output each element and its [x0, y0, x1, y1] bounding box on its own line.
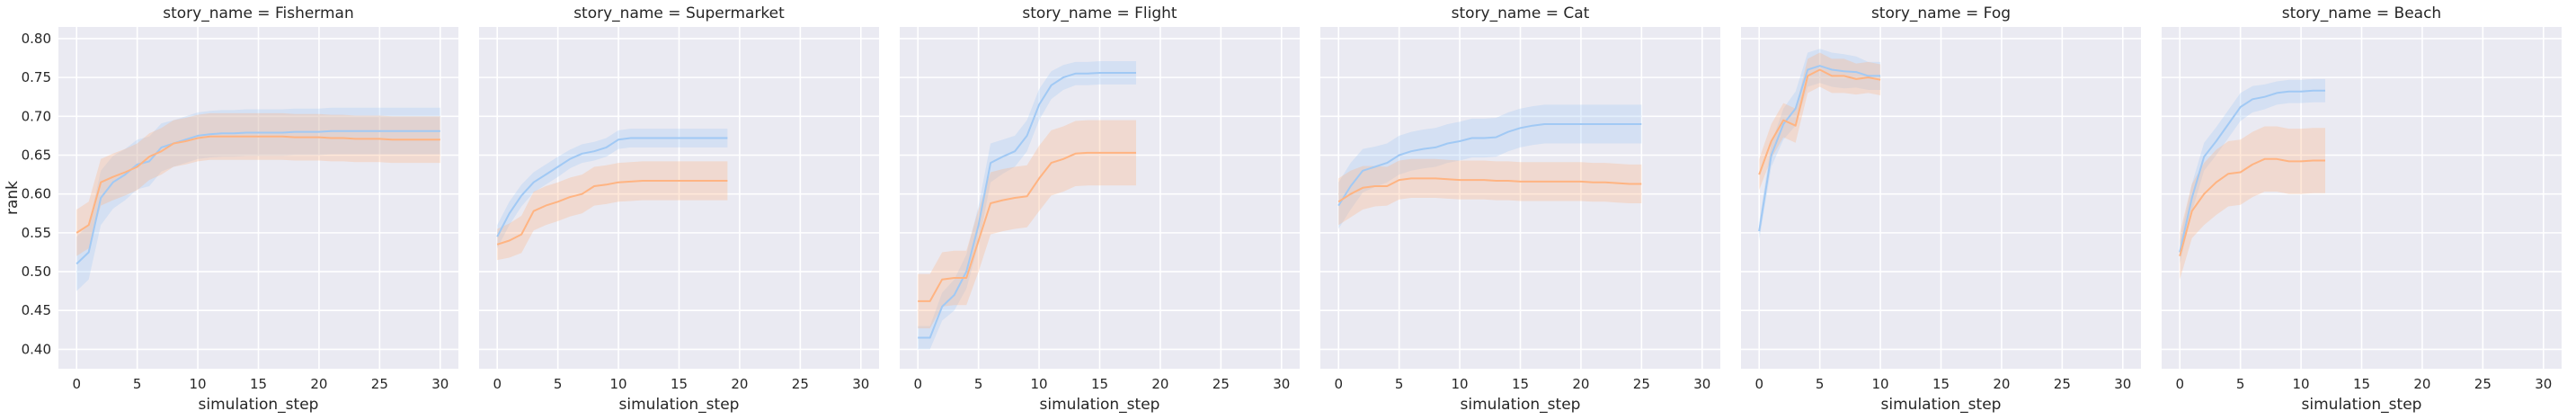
- x-tick-label: 10: [1031, 376, 1048, 392]
- x-tick-label: 15: [1932, 376, 1950, 392]
- x-tick-label: 10: [1452, 376, 1469, 392]
- facet-panel: 0 5 10 15 20 25 30 simulation_step story_name = …: [2162, 4, 2562, 414]
- confidence-band-series-1: [918, 61, 1136, 350]
- panel-title: story_name = Beach: [2282, 4, 2441, 22]
- x-tick-label: 25: [1212, 376, 1230, 392]
- series-line-1: [496, 137, 728, 237]
- confidence-band-series-2: [1759, 52, 1881, 191]
- confidence-band-series-2: [497, 161, 728, 261]
- series-line-1: [1758, 65, 1881, 232]
- x-tick-label: 15: [1512, 376, 1529, 392]
- series-line-2: [496, 180, 728, 246]
- panel-title: story_name = Flight: [1022, 4, 1177, 22]
- x-tick-label: 30: [1273, 376, 1290, 392]
- x-tick-label: 20: [310, 376, 327, 392]
- confidence-band-series-1: [1338, 104, 1642, 229]
- x-tick-label: 10: [610, 376, 627, 392]
- y-tick-label: 0.45: [22, 302, 51, 318]
- series-line-1: [918, 72, 1136, 339]
- y-tick-label: 0.65: [22, 147, 51, 164]
- series-line-2: [918, 151, 1136, 302]
- x-axis-label: simulation_step: [1881, 396, 2002, 414]
- confidence-band-series-2: [2180, 126, 2325, 280]
- x-axis-label: simulation_step: [1040, 396, 1160, 414]
- series-line-2: [2179, 157, 2325, 257]
- y-tick-label: 0.40: [22, 341, 51, 357]
- x-tick-label: 20: [731, 376, 748, 392]
- confidence-band-series-1: [1759, 49, 1881, 241]
- x-tick-label: 5: [2236, 376, 2245, 392]
- confidence-band-series-2: [1338, 158, 1642, 226]
- x-tick-label: 5: [1816, 376, 1825, 392]
- x-axis-label: simulation_step: [199, 396, 319, 414]
- x-tick-label: 25: [792, 376, 809, 392]
- panel-title: story_name = Fisherman: [163, 4, 354, 22]
- facet-panel: 0 5 10 15 20 25 30 simulation_step story_name = …: [900, 4, 1300, 414]
- x-axis-label: simulation_step: [619, 396, 740, 414]
- x-tick-label: 5: [133, 376, 142, 392]
- x-tick-label: 10: [190, 376, 207, 392]
- x-tick-label: 5: [1395, 376, 1404, 392]
- y-tick-label: 0.75: [22, 69, 51, 85]
- x-tick-label: 25: [1633, 376, 1650, 392]
- facet-panel: 0 5 10 15 20 25 30 simulation_step story_name = …: [479, 4, 879, 414]
- panel-title: story_name = Cat: [1452, 4, 1590, 22]
- x-tick-label: 5: [974, 376, 983, 392]
- y-tick-label: 0.80: [22, 31, 51, 47]
- x-tick-label: 15: [1091, 376, 1108, 392]
- confidence-band-series-1: [76, 107, 440, 291]
- x-tick-label: 15: [671, 376, 688, 392]
- x-tick-label: 25: [2054, 376, 2071, 392]
- series-line-2: [76, 135, 440, 234]
- x-tick-label: 30: [852, 376, 869, 392]
- y-tick-label: 0.70: [22, 108, 51, 124]
- facet-panel: 0 5 10 15 20 25 30 simulation_step story_name = …: [1741, 4, 2141, 414]
- x-tick-label: 10: [2293, 376, 2310, 392]
- x-axis-label: simulation_step: [1461, 396, 1581, 414]
- x-tick-label: 0: [72, 376, 81, 392]
- y-tick-label: 0.50: [22, 264, 51, 280]
- confidence-band-series-2: [76, 112, 440, 256]
- x-tick-label: 0: [2175, 376, 2184, 392]
- y-tick-label: 0.60: [22, 186, 51, 202]
- panel-title: story_name = Fog: [1871, 4, 2011, 22]
- confidence-band-series-1: [497, 129, 728, 249]
- facet-panel: 0 5 10 15 20 25 30 simulation_step story_name = …: [4, 4, 458, 414]
- confidence-band-series-1: [2180, 78, 2325, 264]
- x-tick-label: 5: [554, 376, 563, 392]
- x-tick-label: 25: [2474, 376, 2492, 392]
- x-tick-label: 0: [1754, 376, 1763, 392]
- series-line-2: [1758, 68, 1881, 175]
- x-tick-label: 30: [2535, 376, 2552, 392]
- x-tick-label: 20: [1572, 376, 1589, 392]
- series-line-1: [2179, 89, 2325, 253]
- x-tick-label: 10: [1872, 376, 1889, 392]
- confidence-band-series-2: [918, 120, 1136, 329]
- x-axis-label: simulation_step: [2302, 396, 2422, 414]
- x-tick-label: 0: [913, 376, 922, 392]
- x-tick-label: 0: [1334, 376, 1343, 392]
- x-tick-label: 15: [2353, 376, 2370, 392]
- panel-title: story_name = Supermarket: [573, 4, 785, 22]
- x-tick-label: 20: [2413, 376, 2430, 392]
- x-tick-label: 20: [1151, 376, 1168, 392]
- series-line-1: [76, 130, 440, 265]
- y-tick-label: 0.55: [22, 225, 51, 241]
- series-line-2: [1337, 177, 1642, 203]
- series-line-1: [1337, 123, 1642, 207]
- x-tick-label: 30: [2114, 376, 2131, 392]
- x-tick-label: 20: [1993, 376, 2010, 392]
- x-tick-label: 0: [493, 376, 502, 392]
- x-tick-label: 25: [371, 376, 388, 392]
- x-tick-label: 15: [250, 376, 267, 392]
- x-tick-label: 30: [1693, 376, 1710, 392]
- y-axis-label: rank: [4, 181, 22, 215]
- facet-panel: 0 5 10 15 20 25 30 simulation_step story_name = …: [1320, 4, 1720, 414]
- x-tick-label: 30: [431, 376, 449, 392]
